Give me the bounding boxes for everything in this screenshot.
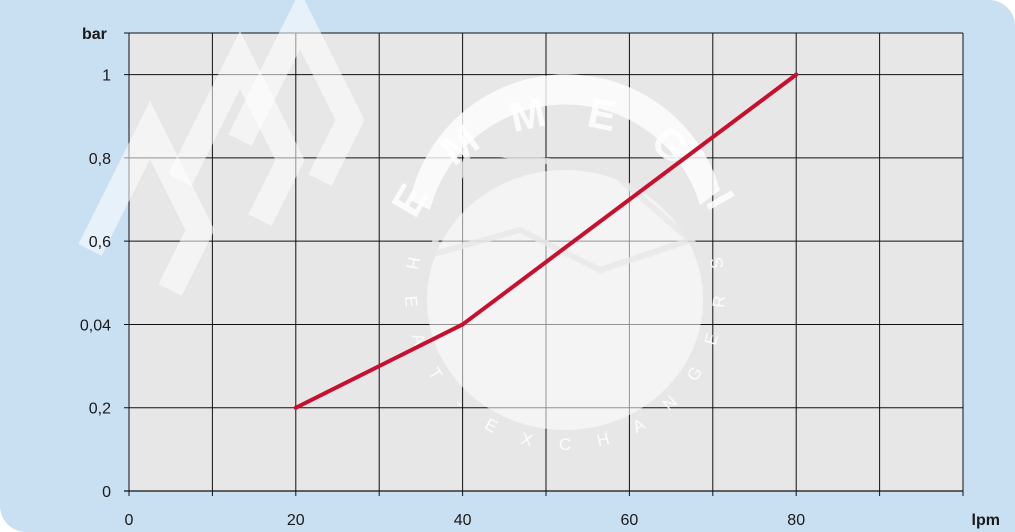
x-tick-label: 0 bbox=[125, 512, 134, 529]
y-tick-label: 0,2 bbox=[89, 401, 111, 418]
data-point bbox=[293, 405, 298, 410]
y-tick-label: 1 bbox=[102, 68, 111, 85]
x-tick-label: 60 bbox=[621, 512, 639, 529]
x-tick-label: 20 bbox=[287, 512, 305, 529]
logo-envelope-shape bbox=[425, 146, 696, 274]
y-tick-label: 0,8 bbox=[89, 151, 111, 168]
watermark-tagline-letter: E bbox=[401, 295, 421, 308]
series-layer bbox=[293, 72, 799, 410]
watermark-tagline-letter: H bbox=[595, 429, 612, 450]
data-point bbox=[460, 322, 465, 327]
y-tick-label: 0 bbox=[102, 484, 111, 501]
watermark-tagline-letter: X bbox=[519, 429, 535, 450]
x-tick-label: 80 bbox=[787, 512, 805, 529]
y-tick-label: 0,04 bbox=[80, 317, 111, 334]
logo-disc bbox=[427, 170, 703, 430]
data-point bbox=[794, 72, 799, 77]
x-tick-label: 40 bbox=[454, 512, 472, 529]
y-axis-title: bar bbox=[82, 26, 107, 43]
y-axis-ticks: 0 0,2 0,04 0,6 0,8 1 bbox=[80, 68, 111, 501]
watermark-tagline-letter: H bbox=[402, 255, 423, 270]
watermark-tagline-letter: C bbox=[559, 435, 571, 454]
logo-arc-band bbox=[410, 74, 720, 210]
watermark-chevron bbox=[78, 100, 215, 296]
y-tick-label: 0,6 bbox=[89, 234, 111, 251]
watermark-chevron bbox=[228, 0, 365, 186]
watermark-tagline-letter: S bbox=[707, 256, 728, 270]
x-axis-title: lpm bbox=[972, 512, 1000, 529]
x-axis-ticks: 0 20 40 60 80 bbox=[125, 512, 806, 529]
watermark-tagline-letter: R bbox=[709, 295, 729, 309]
